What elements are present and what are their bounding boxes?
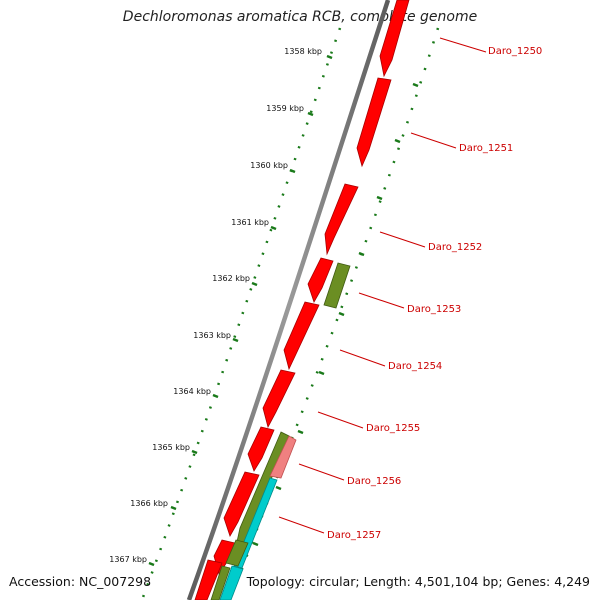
outer-tick-marks	[252, 82, 419, 547]
gene-label: Daro_1254	[388, 361, 442, 372]
tick-mark	[170, 505, 177, 511]
tick-mark	[307, 111, 314, 117]
gene-label: Daro_1251	[459, 143, 513, 154]
topology-label: Topology: circular; Length: 4,501,104 bp…	[246, 574, 590, 589]
kbp-label: 1365 kbp	[152, 443, 190, 452]
gene-labels[interactable]: Daro_1250 Daro_1251 Daro_1252 Daro_1253 …	[327, 46, 542, 541]
kbp-label: 1359 kbp	[266, 104, 304, 113]
gene-feature	[247, 426, 275, 472]
kbp-label: 1362 kbp	[212, 274, 250, 283]
tick-mark	[148, 561, 155, 567]
gene-leader-lines	[278, 37, 487, 534]
kbp-label: 1360 kbp	[250, 161, 288, 170]
gene-feature-cyan	[219, 565, 244, 600]
gene-feature	[223, 471, 260, 537]
gene-feature	[356, 77, 392, 168]
gene-track-secondary[interactable]	[210, 262, 351, 600]
gene-feature	[307, 257, 334, 303]
gene-label: Daro_1253	[407, 304, 461, 315]
gene-feature-pink	[269, 435, 297, 479]
accession-label: Accession: NC_007298	[9, 574, 152, 589]
kbp-scale-arc	[140, 27, 342, 600]
gene-label: Daro_1255	[366, 423, 420, 434]
tick-mark	[191, 449, 198, 455]
kbp-tick-marks	[148, 54, 333, 567]
kbp-label: 1364 kbp	[173, 387, 211, 396]
tick-mark	[212, 393, 219, 399]
kbp-label: 1367 kbp	[109, 555, 147, 564]
gene-feature	[262, 369, 296, 429]
gene-feature	[324, 183, 359, 256]
map-title: Dechloromonas aromatica RCB, complete ge…	[122, 9, 478, 25]
tick-mark	[270, 225, 277, 231]
gene-label: Daro_1256	[347, 476, 401, 487]
gene-feature-olive	[225, 539, 249, 567]
gene-feature	[283, 301, 320, 371]
kbp-label: 1358 kbp	[284, 47, 322, 56]
tick-mark	[289, 168, 296, 174]
tick-mark	[326, 54, 333, 60]
gene-feature-olive	[210, 565, 231, 600]
gene-label: Daro_1257	[327, 530, 381, 541]
gene-label: Daro_1252	[428, 242, 482, 253]
tick-mark	[251, 281, 258, 287]
gene-feature	[194, 559, 223, 600]
kbp-label: 1363 kbp	[193, 331, 231, 340]
gene-feature	[379, 0, 410, 78]
kbp-label: 1361 kbp	[231, 218, 269, 227]
gene-label: Daro_1250	[488, 46, 542, 57]
tick-mark	[232, 337, 239, 343]
gene-feature-olive	[323, 262, 351, 309]
kbp-labels: 1358 kbp 1359 kbp 1360 kbp 1361 kbp 1362…	[109, 47, 322, 564]
gene-track-main[interactable]	[194, 0, 410, 600]
genome-backbone	[186, 0, 391, 600]
kbp-label: 1366 kbp	[130, 499, 168, 508]
